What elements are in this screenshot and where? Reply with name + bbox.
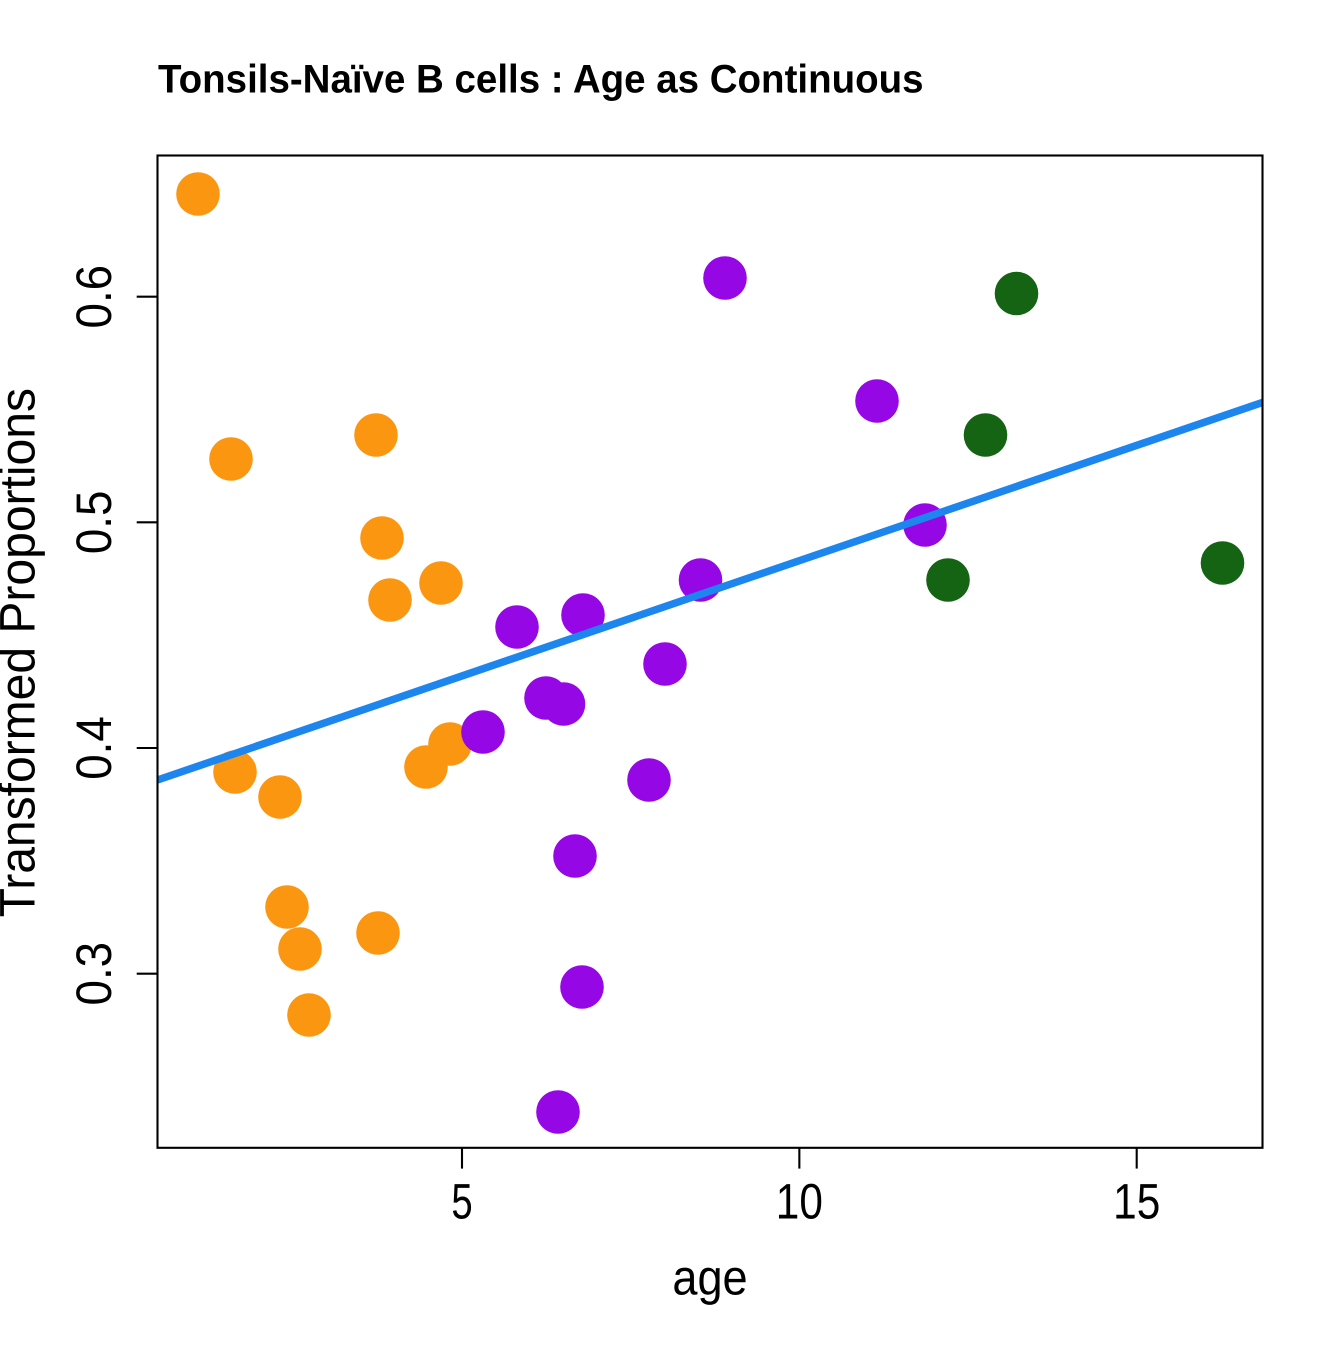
svg-text:Tonsils-Naïve B cells : Age as: Tonsils-Naïve B cells : Age as Continuou…: [158, 58, 924, 102]
svg-text:0.6: 0.6: [66, 265, 122, 329]
svg-text:0.5: 0.5: [66, 491, 122, 555]
svg-text:0.4: 0.4: [66, 716, 122, 780]
svg-text:Transformed Proportions: Transformed Proportions: [0, 388, 46, 917]
svg-text:0.3: 0.3: [66, 942, 122, 1006]
svg-text:15: 15: [1113, 1174, 1160, 1230]
svg-text:10: 10: [776, 1174, 823, 1230]
svg-text:5: 5: [451, 1174, 472, 1230]
svg-text:age: age: [672, 1250, 747, 1306]
